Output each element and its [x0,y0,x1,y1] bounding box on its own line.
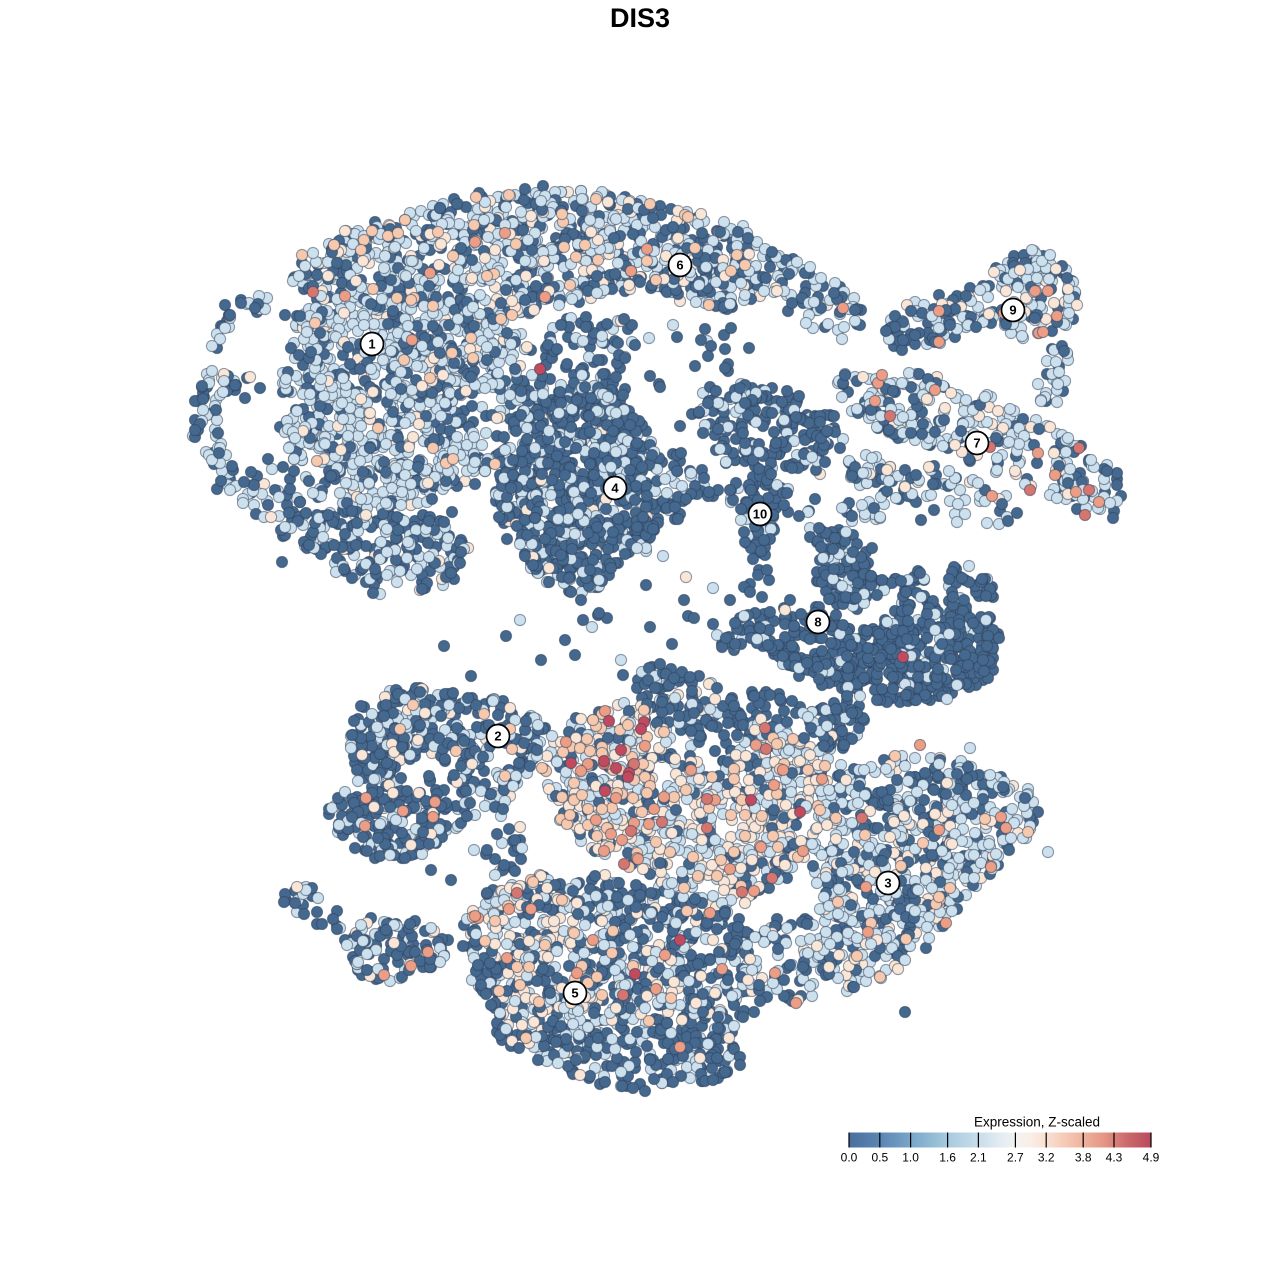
svg-text:DIS3: DIS3 [610,3,670,33]
